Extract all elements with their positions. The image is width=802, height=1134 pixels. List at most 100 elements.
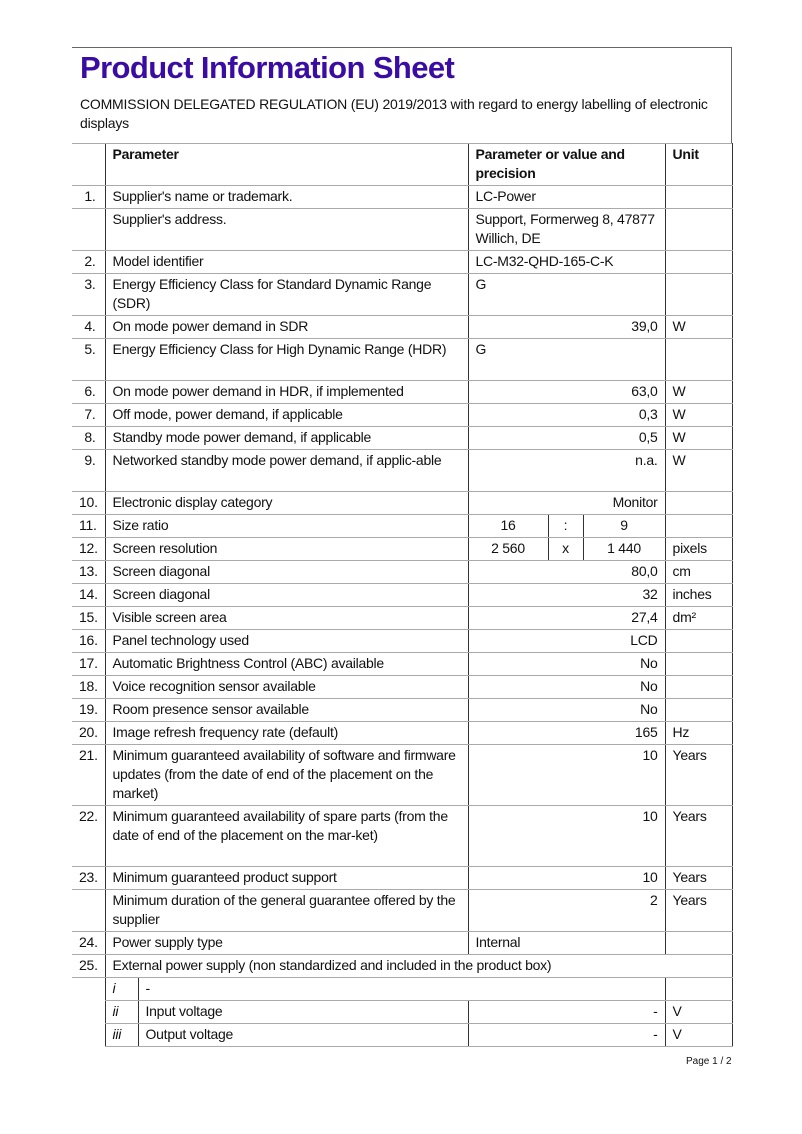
row-number: 19.: [72, 698, 105, 722]
row-value: No: [467, 652, 666, 676]
row-unit: Years: [664, 744, 733, 806]
row-parameter: Screen diagonal: [104, 560, 468, 584]
row-value: 10: [467, 744, 666, 806]
row-value: 63,0: [467, 380, 666, 404]
row-parameter: On mode power demand in SDR: [104, 315, 468, 339]
row-unit: [664, 514, 733, 538]
row-parameter: Voice recognition sensor available: [104, 675, 468, 699]
row-value: 2: [467, 889, 666, 932]
row-parameter: Power supply type: [104, 931, 468, 955]
row-value: 27,4: [467, 606, 666, 630]
table-row: 3. Energy Efficiency Class for Standard D…: [72, 273, 733, 316]
row-value: LC-Power: [467, 185, 666, 209]
row-number: 2.: [72, 250, 105, 274]
row-number: 15.: [72, 606, 105, 630]
row-unit: [664, 208, 733, 251]
row-value: 80,0: [467, 560, 666, 584]
table-row: 21. Minimum guaranteed availability of so…: [72, 744, 733, 806]
row-parameter: Standby mode power demand, if applicable: [104, 426, 468, 450]
row-value: 165: [467, 721, 666, 745]
row-unit: [664, 338, 733, 381]
row-number: [72, 208, 105, 251]
row-unit: [664, 185, 733, 209]
sub-index: iii: [104, 1023, 138, 1047]
page-frame: [72, 47, 732, 144]
sub-parameter: Input voltage: [137, 1000, 468, 1024]
row-unit: Years: [664, 889, 733, 932]
table-row: 23. Minimum guaranteed product support 10 Y…: [72, 866, 733, 890]
row-parameter: Image refresh frequency rate (default): [104, 721, 468, 745]
row-unit: [664, 629, 733, 653]
row-number: [72, 978, 105, 1001]
value-part: 16: [467, 514, 548, 538]
row-value: 0,5: [467, 426, 666, 450]
product-info-table: Parameter Parameter or value and precisi…: [72, 143, 733, 1047]
row-unit: Hz: [664, 721, 733, 745]
table-row: 6. On mode power demand in HDR, if implem…: [72, 380, 733, 404]
row-number: 21.: [72, 744, 105, 806]
row-parameter: Supplier's name or trademark.: [104, 185, 468, 209]
table-row: 9. Networked standby mode power demand, i…: [72, 449, 733, 492]
row-parameter: Electronic display category: [104, 491, 468, 515]
row-value: G: [467, 338, 666, 381]
row-number: 3.: [72, 273, 105, 316]
row-parameter: Model identifier: [104, 250, 468, 274]
row-number: 14.: [72, 583, 105, 607]
table-row: 19. Room presence sensor available No: [72, 698, 733, 722]
sub-unit: V: [664, 1023, 733, 1047]
table-row: 14. Screen diagonal 32 inches: [72, 583, 733, 607]
row-value: Support, Formerweg 8, 47877 Willich, DE: [467, 208, 666, 251]
row-value: 10: [467, 866, 666, 890]
row-parameter: Minimum guaranteed product support: [104, 866, 468, 890]
table-row: 17. Automatic Brightness Control (ABC) av…: [72, 652, 733, 676]
row-value: 10: [467, 805, 666, 867]
row-number: 16.: [72, 629, 105, 653]
sub-value: -: [467, 1023, 666, 1047]
row-parameter: Minimum duration of the general guarante…: [104, 889, 468, 932]
value-part: 9: [582, 514, 666, 538]
page-number: Page 1 / 2: [686, 1056, 732, 1067]
row-parameter: Size ratio: [104, 514, 468, 538]
row-number: 25.: [72, 954, 105, 978]
table-row: 4. On mode power demand in SDR 39,0 W: [72, 315, 733, 339]
row-unit: [664, 675, 733, 699]
row-value: 32: [467, 583, 666, 607]
row-number: 9.: [72, 449, 105, 492]
row-parameter: Visible screen area: [104, 606, 468, 630]
value-part: 2 560: [467, 537, 548, 561]
sub-row: i-: [72, 977, 733, 1001]
row-unit: inches: [664, 583, 733, 607]
row-number: 5.: [72, 338, 105, 381]
row-unit: W: [664, 426, 733, 450]
row-number: 10.: [72, 491, 105, 515]
table-row: 13. Screen diagonal 80,0 cm: [72, 560, 733, 584]
sub-parameter: Output voltage: [137, 1023, 468, 1047]
row-unit: cm: [664, 560, 733, 584]
row-unit: dm²: [664, 606, 733, 630]
table-row: 12. Screen resolution 2 560 x 1 440 pixels: [72, 537, 733, 561]
table-row: 22. Minimum guaranteed availability of sp…: [72, 805, 733, 867]
table-row: Minimum duration of the general guarante…: [72, 889, 733, 932]
table-row: 15. Visible screen area 27,4 dm²: [72, 606, 733, 630]
row-value: No: [467, 675, 666, 699]
row-unit: pixels: [664, 537, 733, 561]
sub-index: ii: [104, 1000, 138, 1024]
row-number: 6.: [72, 380, 105, 404]
sub-row: ii Input voltage - V: [72, 1000, 733, 1024]
row-number: 24.: [72, 931, 105, 955]
row-parameter: Minimum guaranteed availability of softw…: [104, 744, 468, 806]
row-number: 8.: [72, 426, 105, 450]
table-row: 10. Electronic display category Monitor: [72, 491, 733, 515]
row-unit: [664, 652, 733, 676]
row-value: Monitor: [467, 491, 666, 515]
sub-parameter: -: [137, 977, 666, 1001]
row-parameter: On mode power demand in HDR, if implemen…: [104, 380, 468, 404]
row-parameter: Minimum guaranteed availability of spare…: [104, 805, 468, 867]
table-row: 20. Image refresh frequency rate (default…: [72, 721, 733, 745]
header-parameter: Parameter: [104, 143, 468, 186]
row-unit: [664, 698, 733, 722]
page-title: Product Information Sheet: [80, 50, 455, 85]
row-unit: W: [664, 403, 733, 427]
row-unit: [664, 931, 733, 955]
sub-value: -: [467, 1000, 666, 1024]
